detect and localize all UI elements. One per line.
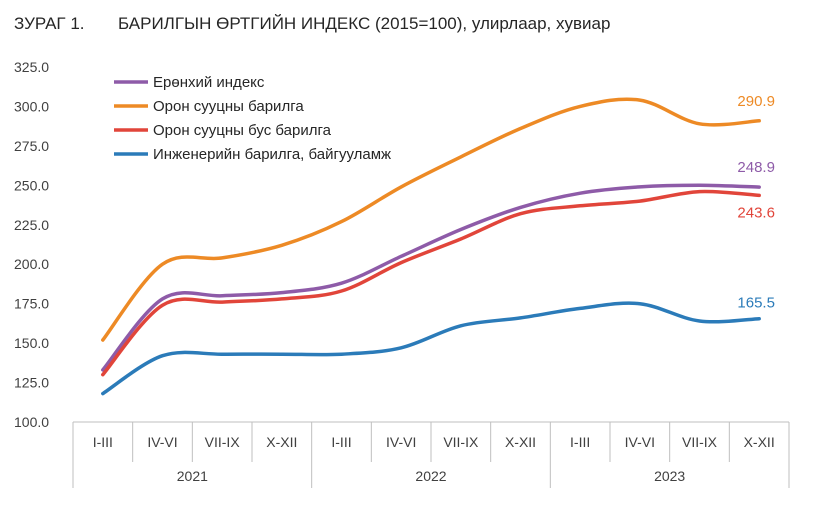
series-line	[101, 97, 761, 342]
x-group-label: 2021	[177, 468, 208, 484]
x-tick-label: X-XII	[505, 434, 536, 450]
y-tick-label: 125.0	[14, 375, 49, 391]
y-tick-label: 100.0	[14, 414, 49, 430]
legend-label: Орон сууцны бус барилга	[153, 122, 332, 139]
x-tick-label: I-III	[93, 434, 113, 450]
end-labels: 248.9 290.9 243.6 165.5	[737, 93, 775, 312]
end-value-label: 165.5	[737, 295, 775, 312]
x-tick-label: I-III	[570, 434, 590, 450]
end-value-label: 243.6	[737, 204, 775, 221]
x-tick-label: VII-IX	[682, 434, 718, 450]
y-tick-label: 300.0	[14, 98, 49, 114]
x-axis: I-III IV-VI VII-IX X-XII I-III IV-VI VII-IX X-X…	[72, 421, 790, 488]
y-tick-label: 175.0	[14, 296, 49, 312]
legend: Ерөнхий индекс Орон сууцны барилга Орон су…	[114, 74, 391, 163]
y-tick-label: 275.0	[14, 138, 49, 154]
x-tick-label: IV-VI	[386, 434, 416, 450]
series-layer	[101, 97, 761, 396]
figure-title-text: БАРИЛГЫН ӨРТГИЙН ИНДЕКС (2015=100), улир…	[118, 14, 611, 33]
figure-number: ЗУРАГ 1.	[14, 14, 85, 33]
x-tick-label: IV-VI	[625, 434, 655, 450]
x-tick-label: X-XII	[744, 434, 775, 450]
y-tick-label: 225.0	[14, 217, 49, 233]
legend-label: Орон сууцны барилга	[153, 98, 304, 115]
x-group-label: 2022	[415, 468, 446, 484]
series-line	[101, 189, 761, 377]
legend-label: Ерөнхий индекс	[153, 74, 265, 91]
chart-title: ЗУРАГ 1. БАРИЛГЫН ӨРТГИЙН ИНДЕКС (2015=10…	[14, 14, 610, 34]
y-tick-label: 200.0	[14, 256, 49, 272]
end-value-label: 248.9	[737, 159, 775, 176]
end-value-label: 290.9	[737, 93, 775, 110]
x-tick-label: VII-IX	[443, 434, 479, 450]
x-group-label: 2023	[654, 468, 685, 484]
series-line	[101, 183, 761, 372]
series-line	[101, 301, 761, 396]
y-tick-label: 150.0	[14, 335, 49, 351]
y-tick-label: 250.0	[14, 177, 49, 193]
x-tick-label: IV-VI	[147, 434, 177, 450]
x-tick-label: X-XII	[266, 434, 297, 450]
y-tick-label: 325.0	[14, 59, 49, 75]
legend-label: Инженерийн барилга, байгууламж	[153, 146, 391, 163]
x-tick-label: VII-IX	[205, 434, 241, 450]
x-tick-label: I-III	[331, 434, 351, 450]
y-axis: 100.0 125.0 150.0 175.0 200.0 225.0 250.0 275.0…	[14, 59, 49, 430]
